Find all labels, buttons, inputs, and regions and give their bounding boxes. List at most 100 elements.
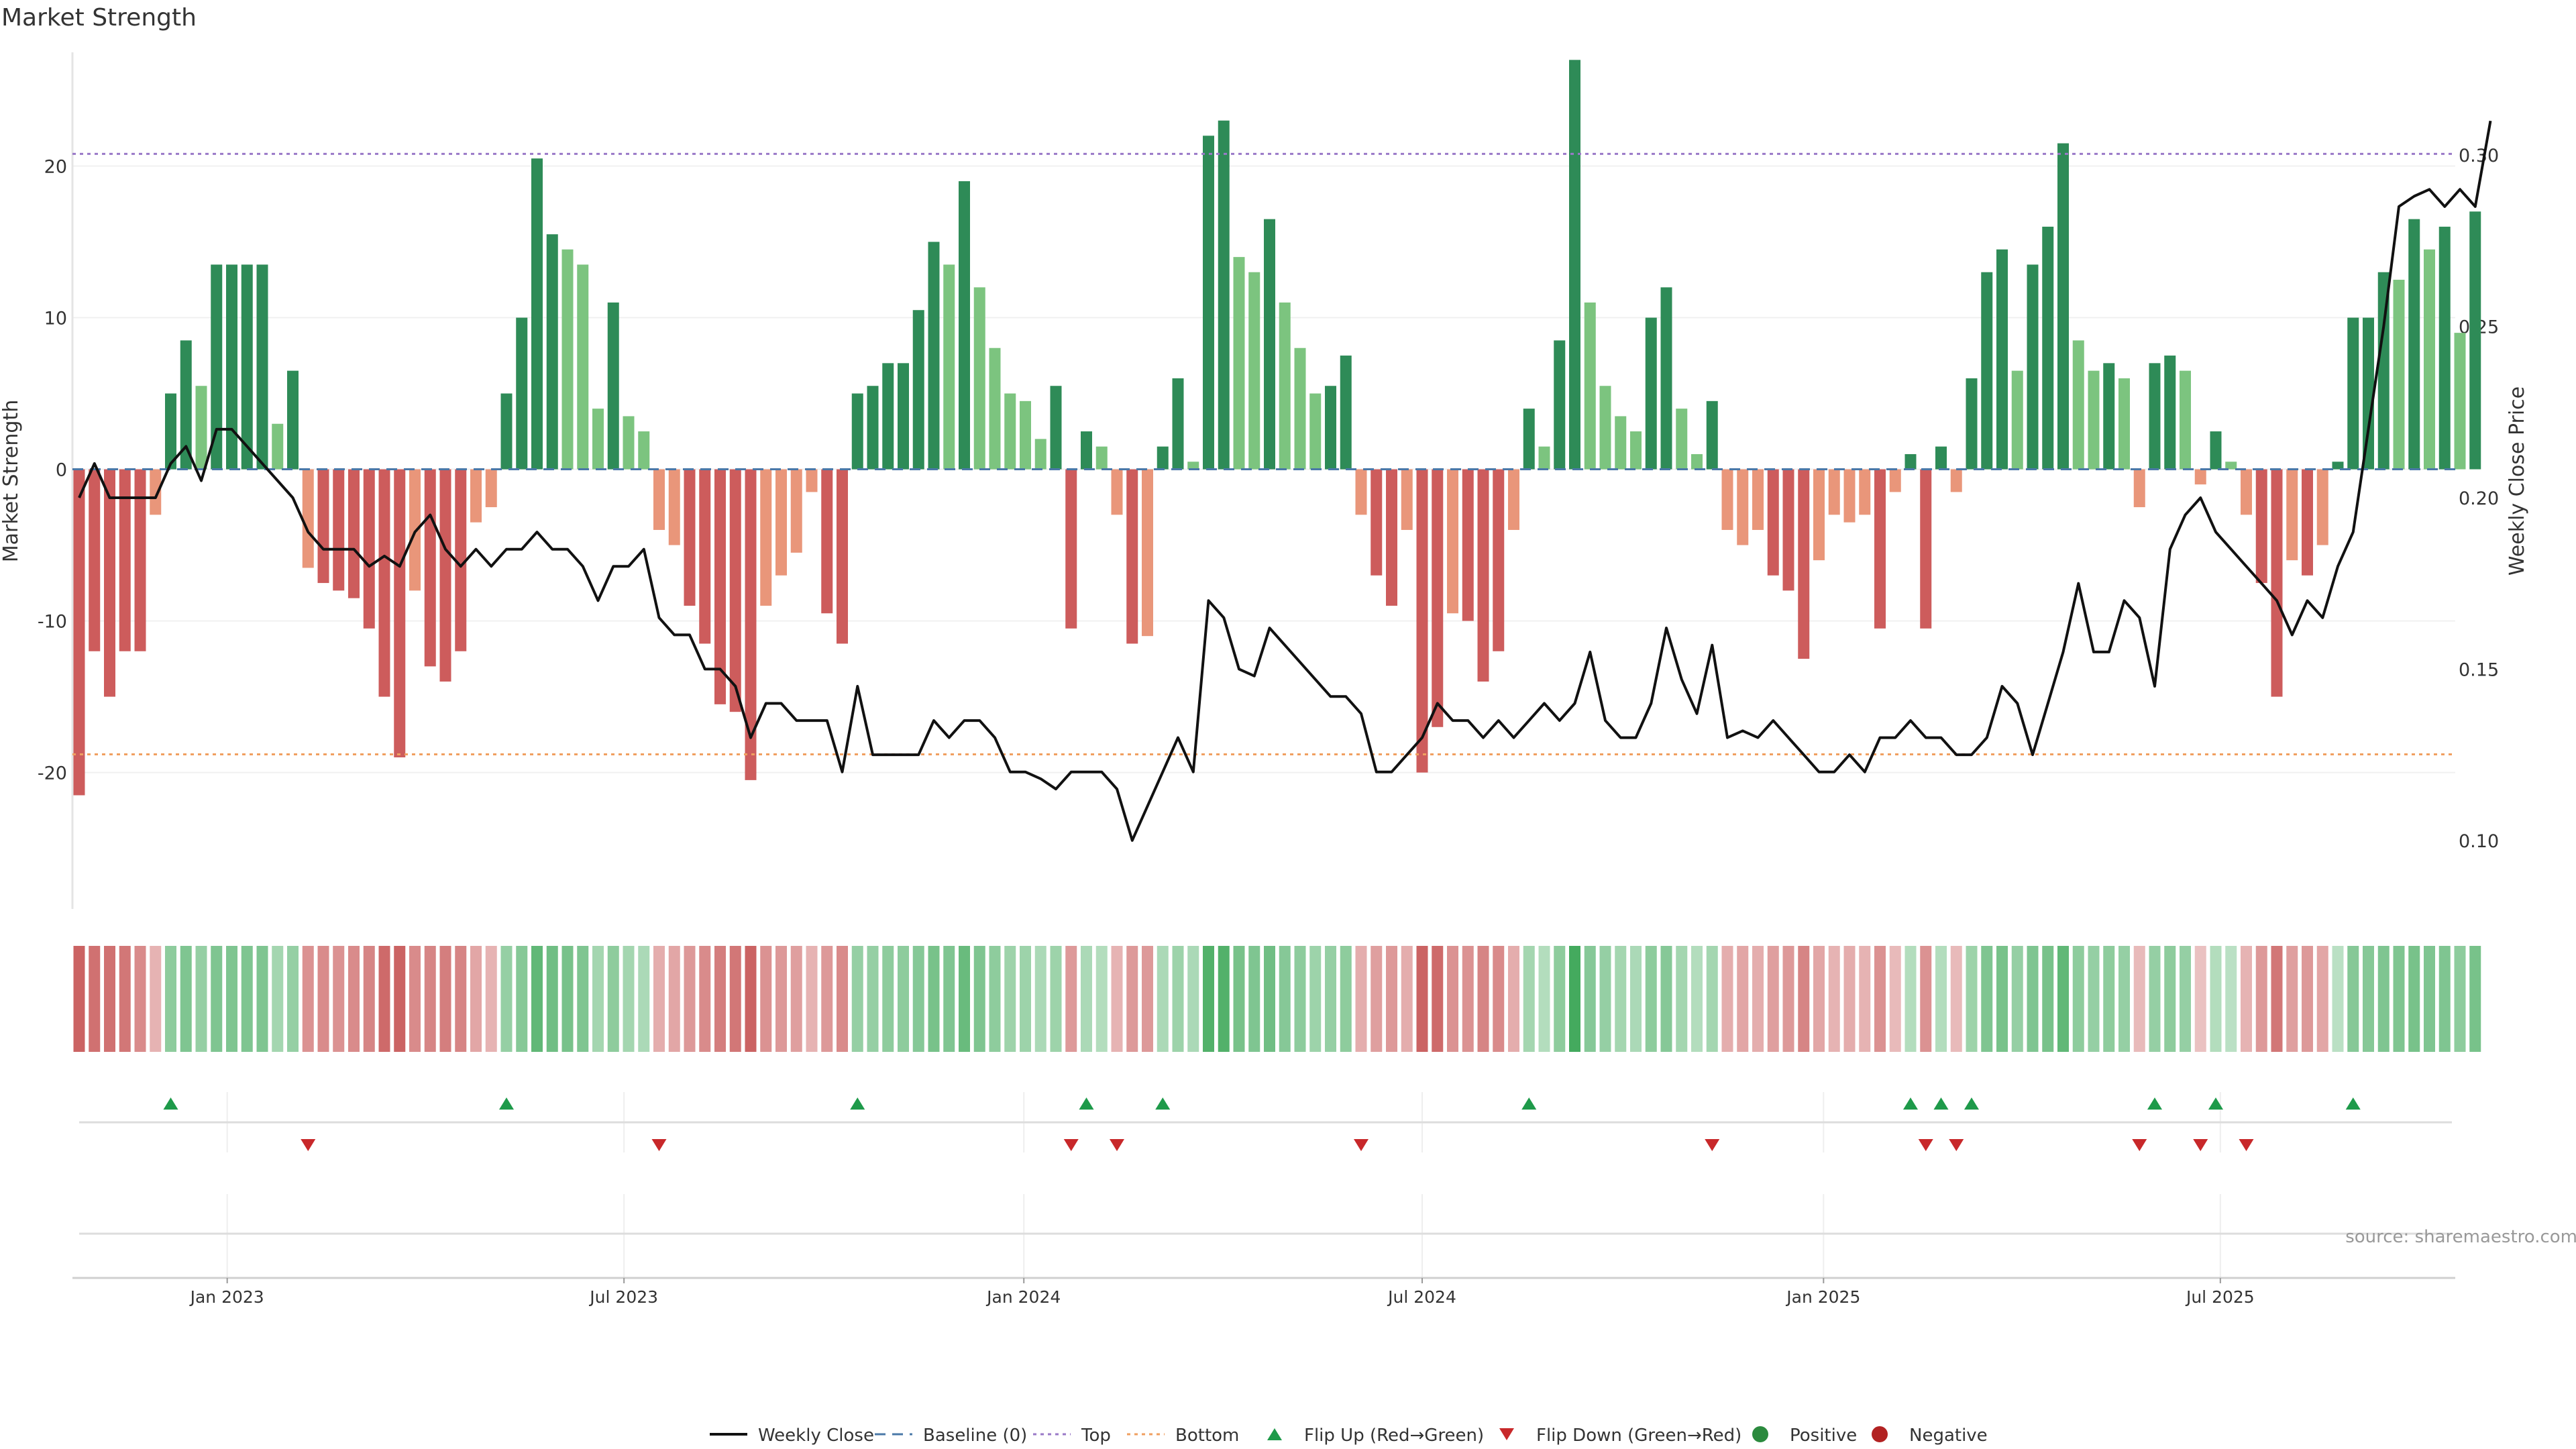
date-tick-label: Jul 2023 xyxy=(588,1287,658,1307)
heat-cell xyxy=(684,946,696,1052)
strength-bar xyxy=(2302,469,2313,576)
heat-cell xyxy=(256,946,268,1052)
strength-bar xyxy=(1050,386,1062,470)
heat-cell xyxy=(1203,946,1214,1052)
heat-cell xyxy=(1462,946,1474,1052)
heat-cell xyxy=(2027,946,2039,1052)
heat-cell xyxy=(1523,946,1535,1052)
strength-bar xyxy=(1981,272,1993,470)
heat-cell xyxy=(226,946,237,1052)
flip-up-marker xyxy=(1079,1097,1094,1110)
heat-cell xyxy=(1996,946,2008,1052)
strength-bar xyxy=(1660,287,1672,470)
heat-cell xyxy=(2133,946,2145,1052)
strength-bar xyxy=(394,469,406,757)
heat-cell xyxy=(1218,946,1230,1052)
strength-bar xyxy=(1248,272,1260,470)
strength-bar xyxy=(1798,469,1810,659)
heat-cell xyxy=(806,946,818,1052)
date-tick-label: Jul 2024 xyxy=(1387,1287,1456,1307)
heat-cell xyxy=(1111,946,1123,1052)
strength-bar xyxy=(241,264,253,470)
strength-bar xyxy=(1477,469,1489,682)
heat-cell xyxy=(1660,946,1672,1052)
heat-cell xyxy=(1706,946,1718,1052)
heat-cell xyxy=(333,946,345,1052)
heat-cell xyxy=(1386,946,1397,1052)
legend-label: Baseline (0) xyxy=(923,1426,1027,1446)
heat-cell xyxy=(378,946,390,1052)
strength-bar xyxy=(1111,469,1123,515)
heat-cell xyxy=(2072,946,2084,1052)
heat-cell xyxy=(1950,946,1962,1052)
strength-bar xyxy=(959,181,970,470)
heat-cell xyxy=(867,946,879,1052)
y2-axis-label: Weekly Close Price xyxy=(2506,386,2529,576)
strength-bar xyxy=(1767,469,1779,576)
legend-label: Top xyxy=(1081,1426,1111,1446)
strength-bar xyxy=(1065,469,1077,629)
strength-bar xyxy=(1843,469,1856,523)
heat-cell xyxy=(546,946,558,1052)
heat-cell xyxy=(424,946,436,1052)
flip-down-marker xyxy=(1705,1139,1720,1151)
legend-swatch-dot xyxy=(1752,1426,1768,1442)
heat-cell xyxy=(150,946,162,1052)
heat-cell xyxy=(2149,946,2161,1052)
flip-down-marker xyxy=(1110,1139,1124,1151)
date-tick-label: Jan 2023 xyxy=(189,1287,264,1307)
strength-bar xyxy=(1737,469,1749,545)
heat-cell xyxy=(1599,946,1611,1052)
strength-bar xyxy=(150,469,162,515)
heat-cell xyxy=(1859,946,1871,1052)
heat-cell xyxy=(973,946,985,1052)
y-tick-label: 20 xyxy=(44,157,67,178)
strength-bar xyxy=(424,469,436,667)
strength-bar xyxy=(1386,469,1397,606)
heat-cell xyxy=(2255,946,2267,1052)
heat-cell xyxy=(959,946,970,1052)
strength-bar xyxy=(2241,469,2252,515)
heat-cell xyxy=(485,946,497,1052)
strength-bar xyxy=(455,469,467,651)
strength-bar xyxy=(1874,469,1886,629)
heat-cell xyxy=(2377,946,2390,1052)
heat-cell xyxy=(714,946,726,1052)
strength-bar xyxy=(2011,370,2023,470)
heat-cell xyxy=(1126,946,1138,1052)
heat-cell xyxy=(1874,946,1886,1052)
heat-cell xyxy=(775,946,787,1052)
flip-down-marker xyxy=(301,1139,316,1151)
strength-bar xyxy=(317,469,329,584)
heat-cell xyxy=(912,946,924,1052)
strength-bar xyxy=(2408,219,2420,470)
chart-title: Market Strength xyxy=(1,4,197,32)
y-axis-ticks: -20 -10 0 10 20 xyxy=(38,157,67,784)
y-tick-label: -20 xyxy=(38,763,67,784)
strength-bar xyxy=(898,363,909,470)
heat-cell xyxy=(165,946,176,1052)
strength-bar xyxy=(409,469,421,591)
strength-bar xyxy=(211,264,223,470)
heat-cell xyxy=(837,946,848,1052)
strength-bar xyxy=(2424,249,2435,470)
flip-up-marker xyxy=(1964,1097,1979,1110)
heat-cell xyxy=(2469,946,2481,1052)
heat-cell xyxy=(195,946,207,1052)
heat-cell xyxy=(1142,946,1153,1052)
strength-bar xyxy=(1584,302,1596,470)
heat-cell xyxy=(1508,946,1519,1052)
strength-bar xyxy=(1034,439,1046,470)
strength-bar xyxy=(607,302,619,470)
flip-down-marker xyxy=(1063,1139,1079,1151)
strength-bar xyxy=(2103,363,2115,470)
strength-bar xyxy=(1721,469,1733,530)
strength-bar xyxy=(714,469,726,704)
heat-cell xyxy=(851,946,863,1052)
flip-up-marker xyxy=(850,1097,865,1110)
strength-bar xyxy=(1599,386,1611,470)
heat-cell xyxy=(470,946,482,1052)
strength-bar xyxy=(2027,264,2039,470)
strength-bar xyxy=(1508,469,1519,530)
strength-bar xyxy=(272,423,284,470)
